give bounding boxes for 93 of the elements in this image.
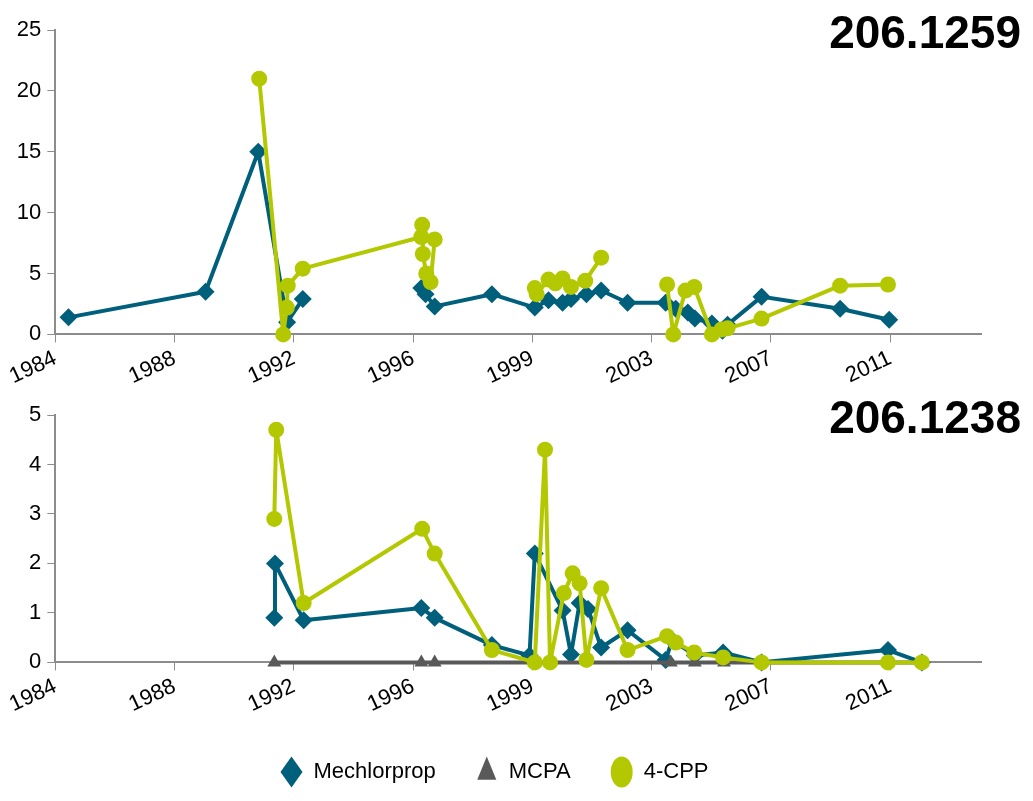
point [482, 285, 501, 304]
point [880, 310, 899, 329]
point [275, 326, 292, 343]
point [414, 246, 431, 263]
y-tick-label: 5 [29, 401, 42, 427]
point [279, 277, 296, 294]
point [294, 611, 313, 630]
point [426, 231, 443, 248]
point [562, 278, 579, 295]
legend-label: Mechlorprop [313, 758, 436, 784]
x-tick-label: 2003 [601, 672, 657, 717]
point [483, 642, 500, 659]
point [686, 644, 703, 661]
x-tick-label: 2007 [720, 672, 776, 717]
point [577, 272, 594, 289]
legend-label: 4-CPP [643, 758, 709, 784]
point [663, 654, 678, 667]
point [537, 441, 554, 458]
x-tick-label: 1988 [124, 344, 180, 389]
y-tick-label: 5 [29, 259, 42, 285]
point [265, 608, 284, 627]
point [592, 281, 611, 300]
point [414, 654, 429, 667]
y-tick-label: 3 [29, 500, 42, 526]
y-tick-label: 0 [29, 320, 42, 346]
chart-title: 206.1259 [829, 5, 1021, 58]
point [879, 276, 896, 293]
point [414, 216, 431, 233]
point [526, 654, 543, 671]
point [659, 276, 676, 293]
point [832, 277, 849, 294]
point [266, 510, 283, 527]
x-tick-label: 1992 [243, 672, 299, 717]
chart-title: 206.1238 [829, 390, 1021, 443]
point [278, 299, 295, 316]
point [425, 608, 444, 627]
x-tick-label: 1984 [5, 672, 61, 717]
y-tick-label: 25 [16, 16, 42, 42]
point [539, 291, 558, 310]
point [667, 634, 684, 651]
point [267, 654, 282, 667]
y-tick-label: 1 [29, 598, 42, 624]
point [414, 520, 431, 537]
point [831, 299, 850, 318]
point [196, 282, 215, 301]
x-tick-label: 1992 [243, 344, 299, 389]
point [293, 290, 312, 309]
x-tick-label: 1988 [124, 672, 180, 717]
point [59, 308, 78, 327]
point [412, 598, 431, 617]
y-tick-label: 15 [16, 137, 42, 163]
x-tick-label: 1996 [362, 672, 418, 717]
point [294, 260, 311, 277]
x-tick-label: 1999 [482, 344, 538, 389]
point [686, 278, 703, 295]
point [879, 654, 896, 671]
point [752, 287, 771, 306]
point [555, 585, 572, 602]
y-tick-label: 20 [16, 76, 42, 102]
point [427, 654, 442, 667]
point [295, 595, 312, 612]
point [592, 638, 611, 657]
x-tick-label: 1984 [5, 344, 61, 389]
point [525, 298, 544, 317]
point [268, 421, 285, 438]
point [251, 70, 268, 87]
point [618, 293, 637, 312]
x-tick-label: 1996 [362, 344, 418, 389]
point [665, 326, 682, 343]
x-tick-label: 2003 [601, 344, 657, 389]
point [619, 642, 636, 659]
point [425, 297, 444, 316]
point [265, 554, 284, 573]
point [593, 580, 610, 597]
point [542, 654, 559, 671]
y-tick-label: 4 [29, 450, 42, 476]
point [578, 651, 595, 668]
point [618, 621, 637, 640]
point [753, 310, 770, 327]
y-tick-label: 0 [29, 648, 42, 674]
x-tick-label: 2007 [720, 344, 776, 389]
point [426, 545, 443, 562]
x-tick-label: 2011 [841, 672, 895, 716]
legend-label: MCPA [508, 758, 572, 784]
x-tick-label: 2011 [841, 344, 895, 388]
y-tick-label: 2 [29, 549, 42, 575]
point [593, 249, 610, 266]
point [422, 274, 439, 291]
y-tick-label: 10 [16, 198, 42, 224]
point [577, 285, 596, 304]
point [715, 649, 732, 666]
x-tick-label: 1999 [482, 672, 538, 717]
point [571, 575, 588, 592]
